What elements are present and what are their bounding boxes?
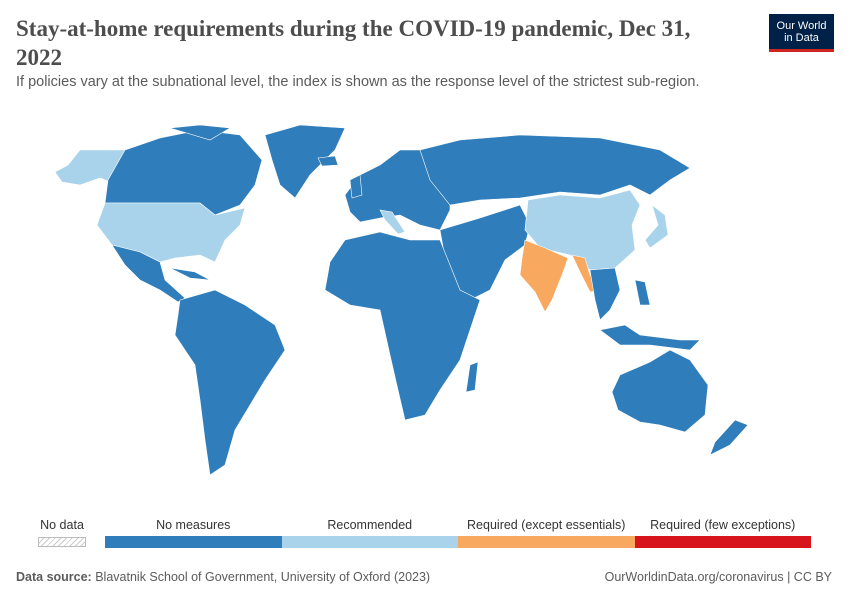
canada-islands <box>169 124 231 141</box>
southeast-asia <box>589 267 621 321</box>
africa <box>324 231 481 421</box>
legend-swatch <box>458 536 635 548</box>
legend-no-data-label: No data <box>40 518 84 532</box>
madagascar <box>465 361 479 393</box>
world-map <box>54 124 749 476</box>
japan <box>644 204 669 249</box>
india <box>519 239 569 313</box>
italy <box>379 209 406 235</box>
logo[interactable]: Our World in Data <box>769 14 834 52</box>
uk <box>349 174 363 199</box>
subtitle: If policies vary at the subnational leve… <box>16 74 700 90</box>
source: Data source: Blavatnik School of Governm… <box>16 570 430 584</box>
caribbean <box>169 267 211 281</box>
iceland <box>317 155 339 167</box>
europe <box>344 149 451 231</box>
indonesia <box>599 324 701 351</box>
south-america <box>174 289 286 476</box>
legend-label: Required (few exceptions) <box>650 518 796 532</box>
australia <box>611 349 709 433</box>
legend-label: Recommended <box>327 518 413 532</box>
legend-label: No measures <box>156 518 231 532</box>
legend-swatch <box>634 536 811 548</box>
russia <box>419 134 691 206</box>
legend-swatch <box>105 536 282 548</box>
source-text: Blavatnik School of Government, Universi… <box>95 570 431 584</box>
legend-label: Required (except essentials) <box>467 518 626 532</box>
title: Stay-at-home requirements during the COV… <box>16 16 691 70</box>
new-zealand <box>709 419 749 456</box>
legend-no-data-swatch <box>38 537 86 547</box>
canada <box>104 129 263 216</box>
source-label: Data source: <box>16 570 92 584</box>
footer-url[interactable]: OurWorldinData.org/coronavirus | CC BY <box>604 570 832 584</box>
greenland <box>264 124 346 199</box>
legend-swatch <box>281 536 458 548</box>
logo-line: in Data <box>784 31 819 44</box>
philippines <box>634 279 651 306</box>
logo-line: Our World <box>776 19 827 32</box>
